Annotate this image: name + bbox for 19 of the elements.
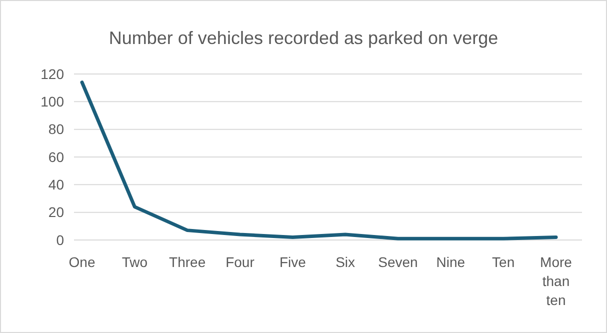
y-tick-label: 0 — [56, 232, 64, 248]
y-tick-label: 40 — [48, 176, 64, 193]
y-tick-label: 20 — [48, 204, 64, 220]
x-tick-label: Five — [279, 254, 306, 270]
x-tick-label: Nine — [436, 254, 466, 270]
x-tick-label: Ten — [492, 254, 515, 270]
x-tick-label: More than ten — [540, 254, 572, 308]
x-tick-label: One — [68, 254, 96, 270]
x-tick-label: Six — [336, 254, 356, 270]
x-tick-label: Three — [169, 254, 206, 270]
chart-title: Number of vehicles recorded as parked on verge — [108, 28, 498, 48]
y-tick-label: 80 — [48, 121, 64, 138]
x-tick-label: Seven — [378, 254, 418, 270]
line-series — [80, 80, 558, 240]
x-tick-label: Two — [122, 254, 148, 270]
y-tick-label: 120 — [40, 66, 64, 82]
y-tick-label: 100 — [40, 94, 64, 110]
y-tick-label: 60 — [48, 148, 64, 165]
x-tick-label: Four — [226, 254, 255, 270]
